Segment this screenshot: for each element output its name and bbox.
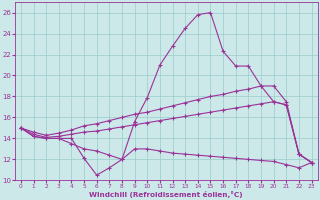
X-axis label: Windchill (Refroidissement éolien,°C): Windchill (Refroidissement éolien,°C) [89,191,243,198]
